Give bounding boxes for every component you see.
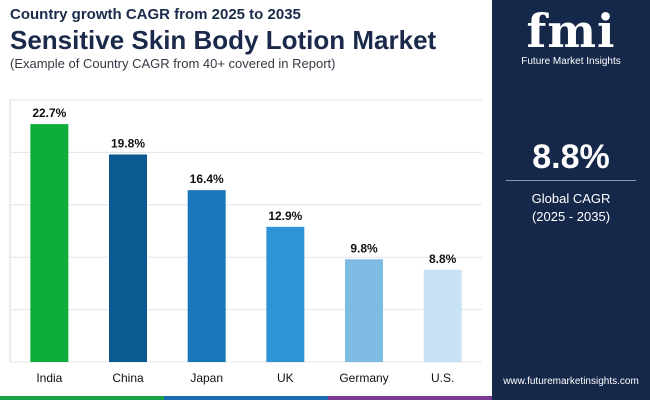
footer-segment-blue [164, 396, 328, 400]
chart-title: Sensitive Skin Body Lotion Market [10, 25, 437, 55]
cagr-divider [506, 180, 636, 181]
bar-germany [345, 259, 383, 362]
x-tick-label: Japan [190, 371, 223, 385]
bar-india [30, 124, 69, 362]
data-label: 12.9% [268, 209, 302, 223]
x-tick-label: India [36, 371, 62, 385]
bar-china [109, 154, 147, 362]
footer-segment-purple [328, 396, 492, 400]
footer-segment-green [0, 396, 164, 400]
x-tick-label: U.S. [431, 371, 454, 385]
x-tick-label: Germany [339, 371, 388, 385]
data-label: 22.7% [32, 106, 66, 120]
cagr-label-line2: (2025 - 2035) [531, 209, 611, 224]
website-link[interactable]: www.futuremarketinsights.com [503, 376, 639, 387]
data-label: 16.4% [190, 172, 224, 186]
bar-chart: 22.7% India 19.8% China 16.4% Japan 12.9% UK 9.8… [9, 99, 482, 385]
bar-uk [266, 226, 305, 362]
chart-subtitle: Country growth CAGR from 2025 to 2035 [10, 6, 301, 23]
chart-note: (Example of Country CAGR from 40+ covere… [10, 56, 336, 71]
right-panel: fmi Future Market Insights 8.8% Global C… [492, 0, 650, 400]
global-cagr-label: Global CAGR (2025 - 2035) [492, 190, 650, 226]
data-label: 9.8% [350, 241, 378, 255]
fmi-logo: fmi Future Market Insights [506, 8, 636, 67]
x-tick-label: China [112, 371, 144, 385]
logo-text: Future Market Insights [521, 56, 621, 67]
bar-us [423, 269, 462, 362]
logo-mark: fmi [526, 4, 616, 58]
global-cagr-value: 8.8% [532, 138, 610, 176]
data-label: 19.8% [111, 136, 145, 150]
cagr-label-line1: Global CAGR [531, 191, 611, 206]
bar-japan [187, 190, 226, 362]
x-tick-label: UK [277, 371, 294, 385]
footer-color-bar [0, 396, 492, 400]
data-label: 8.8% [429, 252, 457, 266]
header: Country growth CAGR from 2025 to 2035 Se… [10, 6, 490, 72]
